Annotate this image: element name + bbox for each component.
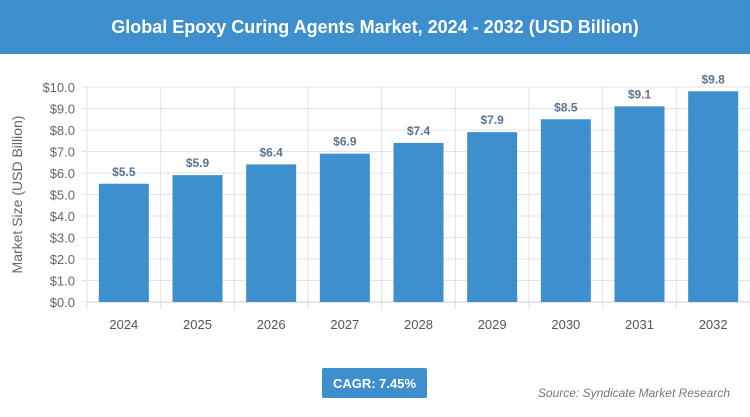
x-tick-label: 2027	[330, 317, 359, 332]
cagr-badge: CAGR: 7.45%	[322, 368, 427, 398]
data-label: $8.5	[554, 100, 578, 114]
x-tick-label: 2028	[404, 317, 433, 332]
x-tick-label: 2029	[478, 317, 507, 332]
bar	[393, 142, 444, 302]
y-tick-label: $10.0	[42, 80, 75, 95]
y-tick-label: $0.0	[50, 295, 75, 310]
y-tick-label: $4.0	[50, 209, 75, 224]
y-tick-label: $3.0	[50, 231, 75, 246]
y-tick-label: $9.0	[50, 102, 75, 117]
y-tick-label: $6.0	[50, 166, 75, 181]
x-tick-label: 2031	[625, 317, 654, 332]
bar	[614, 106, 665, 302]
x-tick-label: 2025	[183, 317, 212, 332]
chart-title: Global Epoxy Curing Agents Market, 2024 …	[0, 0, 750, 54]
data-label: $6.4	[259, 145, 283, 159]
x-tick-label: 2030	[551, 317, 580, 332]
bar	[688, 91, 739, 302]
data-label: $7.9	[480, 113, 504, 127]
data-label: $7.4	[407, 124, 431, 138]
y-axis-title: Market Size (USD Billion)	[9, 116, 25, 274]
bar	[172, 175, 223, 302]
y-tick-label: $5.0	[50, 188, 75, 203]
data-label: $9.1	[628, 87, 652, 101]
x-tick-label: 2032	[699, 317, 728, 332]
bar	[246, 164, 297, 302]
y-tick-label: $8.0	[50, 123, 75, 138]
y-tick-label: $2.0	[50, 252, 75, 267]
y-tick-label: $1.0	[50, 274, 75, 289]
bar	[98, 183, 149, 302]
source-note: Source: Syndicate Market Research	[537, 386, 730, 400]
bar	[319, 153, 370, 302]
x-tick-label: 2024	[109, 317, 138, 332]
bar	[467, 132, 518, 302]
data-label: $5.9	[186, 156, 210, 170]
data-label: $6.9	[333, 135, 357, 149]
data-label: $9.8	[701, 72, 725, 86]
y-tick-label: $7.0	[50, 145, 75, 160]
data-label: $5.5	[112, 165, 136, 179]
x-tick-label: 2026	[257, 317, 286, 332]
bar	[540, 119, 591, 302]
